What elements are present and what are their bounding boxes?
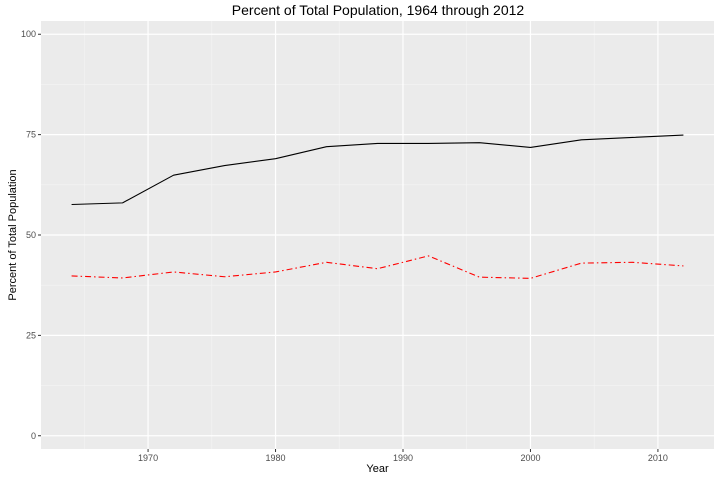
- y-tick-label: 50: [26, 230, 36, 240]
- x-axis-title: Year: [366, 463, 389, 475]
- major-gridlines: [41, 21, 714, 449]
- x-tick-label: 1980: [266, 453, 286, 463]
- x-tick-label: 2000: [520, 453, 540, 463]
- x-axis: 1970 1980 1990 2000 2010: [138, 449, 668, 463]
- x-tick-label: 1970: [138, 453, 158, 463]
- y-tick-label: 0: [31, 431, 36, 441]
- x-tick-label: 2010: [648, 453, 668, 463]
- y-axis-title: Percent of Total Population: [7, 169, 19, 300]
- y-tick-label: 75: [26, 130, 36, 140]
- y-tick-label: 25: [26, 330, 36, 340]
- x-tick-label: 1990: [393, 453, 413, 463]
- chart-title: Percent of Total Population, 1964 throug…: [232, 2, 525, 18]
- y-tick-label: 100: [21, 29, 36, 39]
- y-axis: 0 25 50 75 100: [21, 29, 41, 441]
- series-line-1: [71, 134, 684, 206]
- minor-gridlines: [41, 21, 714, 449]
- series-layer: [71, 134, 684, 279]
